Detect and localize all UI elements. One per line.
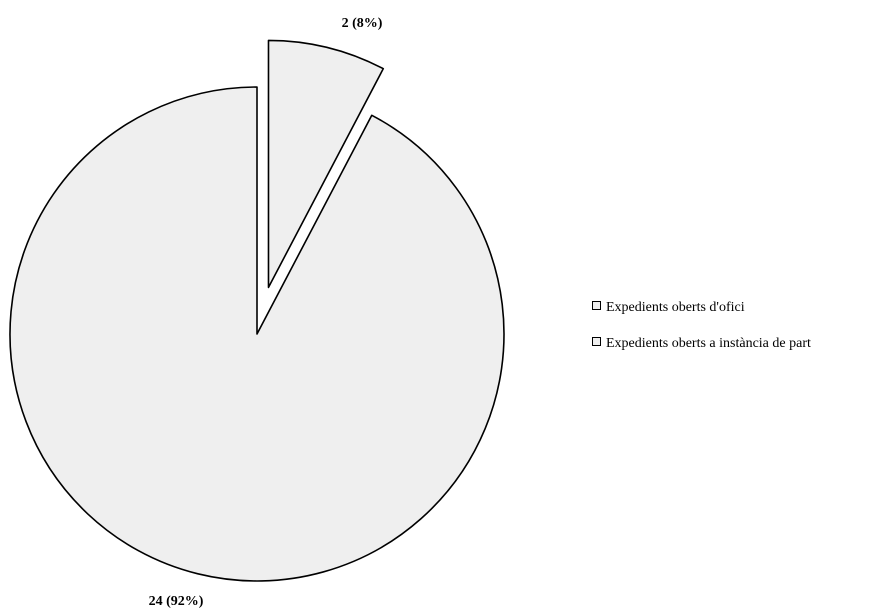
chart-legend: Expedients oberts d'ofici Expedients obe… [592, 298, 882, 370]
legend-label-instancia: Expedients oberts a instància de part [606, 336, 811, 351]
legend-label-ofici: Expedients oberts d'ofici [606, 300, 745, 315]
pie-data-labels: 2 (8%) 24 (92%) [149, 16, 383, 609]
pie-data-label-1: 2 (8%) [342, 16, 383, 31]
legend-swatch-instancia [592, 336, 601, 346]
pie-data-label-2: 24 (92%) [149, 594, 204, 609]
legend-swatch-ofici [592, 300, 601, 310]
pie-slice-2 [9, 86, 505, 582]
pie-slices [9, 39, 505, 582]
pie-slice-1 [267, 39, 385, 289]
legend-item-instancia: Expedients oberts a instància de part [592, 334, 882, 354]
legend-item-ofici: Expedients oberts d'ofici [592, 298, 882, 318]
